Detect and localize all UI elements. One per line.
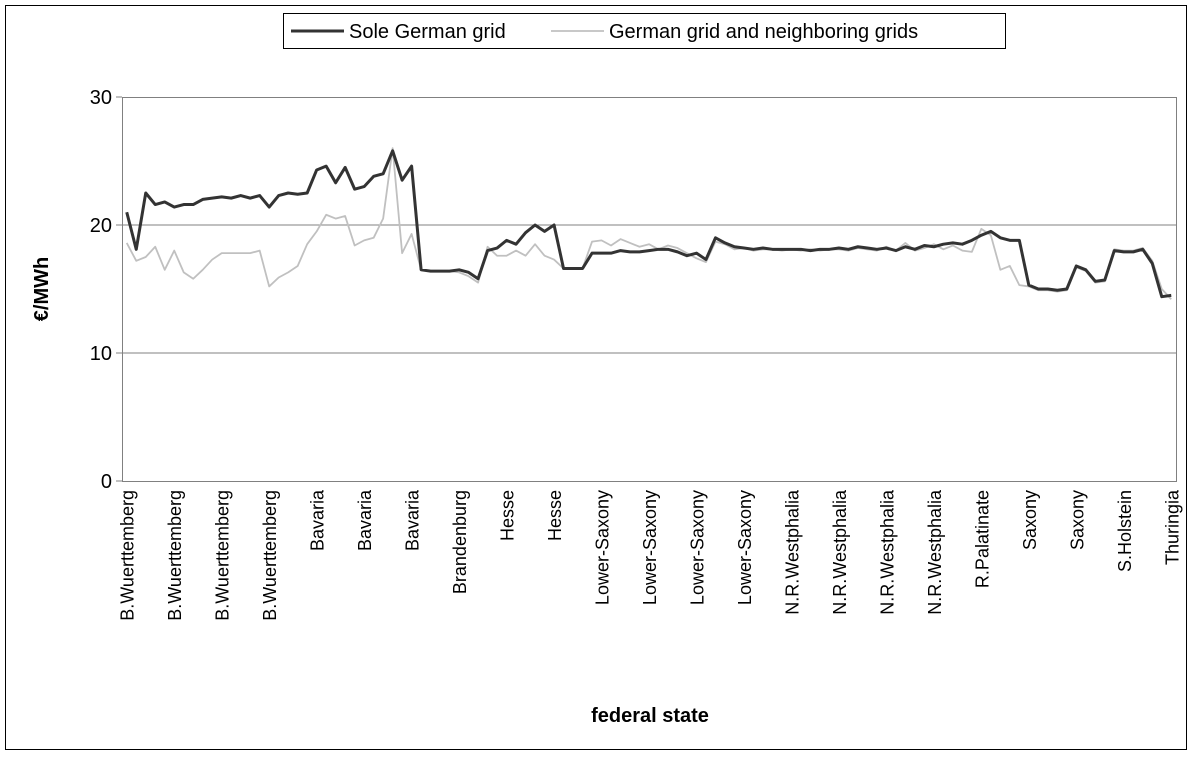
x-tick-label: R.Palatinate: [972, 490, 992, 588]
y-tick-label: 30: [90, 87, 112, 109]
legend-label: Sole German grid: [349, 21, 506, 43]
y-tick-label: 10: [90, 343, 112, 365]
x-tick-label: S.Holstein: [1115, 490, 1135, 572]
x-tick-label: Hesse: [498, 490, 518, 541]
y-tick-label: 0: [101, 471, 112, 493]
x-tick-label: Bavaria: [403, 489, 423, 551]
legend-box: [283, 13, 1006, 49]
x-tick-label: Hesse: [545, 490, 565, 541]
x-tick-label: Thuringia: [1162, 489, 1182, 565]
plot-area: [122, 97, 1177, 482]
x-tick-label: B.Wuerttemberg: [213, 490, 233, 621]
x-axis-label: federal state: [591, 705, 709, 727]
series-line: [125, 149, 1172, 299]
x-tick-label: N.R.Westphalia: [830, 489, 850, 615]
x-tick-label: Saxony: [1067, 490, 1087, 550]
y-axis-label: €/MWh: [31, 257, 53, 321]
x-tick-label: Lower-Saxony: [593, 490, 613, 605]
x-tick-label: Bavaria: [308, 489, 328, 551]
x-tick-label: N.R.Westphalia: [925, 489, 945, 615]
x-tick-label: Saxony: [1020, 490, 1040, 550]
x-tick-label: B.Wuerttemberg: [260, 490, 280, 621]
x-tick-label: Brandenburg: [450, 490, 470, 594]
x-tick-label: Lower-Saxony: [687, 490, 707, 605]
legend-label: German grid and neighboring grids: [609, 21, 918, 43]
y-tick-label: 20: [90, 215, 112, 237]
series-line: [125, 147, 1172, 300]
x-tick-label: Lower-Saxony: [640, 490, 660, 605]
x-tick-label: N.R.Westphalia: [877, 489, 897, 615]
x-tick-label: B.Wuerttemberg: [118, 490, 138, 621]
x-tick-label: Lower-Saxony: [735, 490, 755, 605]
x-tick-label: B.Wuerttemberg: [165, 490, 185, 621]
x-tick-label: Bavaria: [355, 489, 375, 551]
x-tick-label: N.R.Westphalia: [782, 489, 802, 615]
